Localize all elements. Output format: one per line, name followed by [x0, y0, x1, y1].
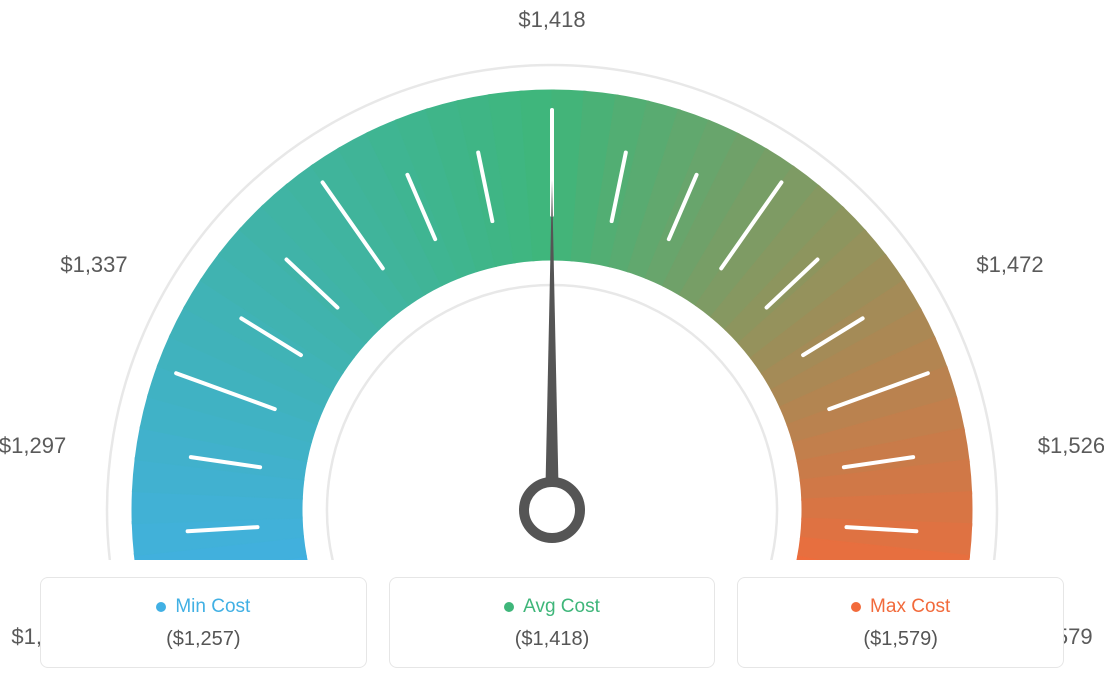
legend-dot-avg [504, 602, 514, 612]
legend-dot-min [156, 602, 166, 612]
legend-label-max: Max Cost [870, 596, 950, 618]
legend-value-min: ($1,257) [53, 628, 354, 651]
legend-card-avg: Avg Cost ($1,418) [389, 577, 716, 668]
legend-card-min: Min Cost ($1,257) [40, 577, 367, 668]
gauge-svg [0, 0, 1104, 560]
gauge-tick-label: $1,418 [518, 7, 585, 33]
legend-value-avg: ($1,418) [402, 628, 703, 651]
legend-label-min: Min Cost [175, 596, 250, 618]
legend-label-avg: Avg Cost [523, 596, 600, 618]
gauge-tick-label: $1,472 [976, 252, 1043, 278]
gauge-tick-label: $1,526 [1038, 433, 1104, 459]
legend-title-avg: Avg Cost [504, 596, 600, 618]
legend-title-max: Max Cost [851, 596, 950, 618]
gauge-tick-label: $1,337 [60, 252, 127, 278]
legend-title-min: Min Cost [156, 596, 250, 618]
legend-row: Min Cost ($1,257) Avg Cost ($1,418) Max … [40, 577, 1064, 668]
legend-card-max: Max Cost ($1,579) [737, 577, 1064, 668]
gauge-chart: $1,257$1,297$1,337$1,418$1,472$1,526$1,5… [0, 0, 1104, 560]
legend-dot-max [851, 602, 861, 612]
legend-value-max: ($1,579) [750, 628, 1051, 651]
gauge-tick-label: $1,297 [0, 433, 66, 459]
